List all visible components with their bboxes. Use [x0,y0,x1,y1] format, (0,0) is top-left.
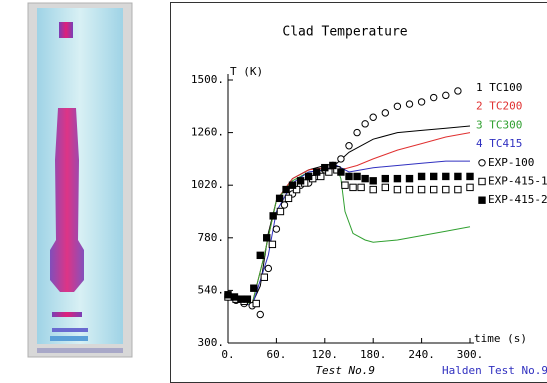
legend-marker [479,178,485,184]
marker [370,114,376,120]
marker [394,103,400,109]
y-tick-label: 1260. [191,126,224,139]
marker [370,186,376,192]
marker [330,162,336,168]
marker [283,186,289,192]
marker [455,186,461,192]
marker [231,294,237,300]
marker [406,186,412,192]
x-tick-label: 60. [266,348,286,361]
marker [281,202,287,208]
marker [431,94,437,100]
x-tick-label: 300. [457,348,484,361]
marker [362,175,368,181]
y-tick-label: 540. [198,283,225,296]
marker [443,173,449,179]
marker [251,285,257,291]
marker [354,129,360,135]
marker [467,173,473,179]
marker [297,178,303,184]
colormap-hot [52,312,82,317]
marker [257,252,263,258]
marker [322,164,328,170]
colormap-scale [37,348,123,353]
page: {"chart_data": {"type": "line", "title":… [0,0,547,383]
marker [350,184,356,190]
legend-marker [479,197,485,203]
legend-label: EXP-415-2 [488,193,547,206]
x-tick-label: 0. [221,348,234,361]
marker [455,173,461,179]
marker [382,184,388,190]
x-tick-label: 120. [312,348,339,361]
y-tick-label: 780. [198,231,225,244]
marker [261,274,267,280]
y-tick-label: 300. [198,336,225,349]
legend-label: EXP-100 [488,156,534,169]
marker [342,182,348,188]
marker [273,226,279,232]
marker [225,292,231,298]
marker [418,99,424,105]
chart-title: Clad Temperature [282,25,407,40]
marker [277,208,283,214]
marker [406,101,412,107]
marker [455,88,461,94]
screen: Clad Temperature T (K) time (s) Test No.… [0,0,547,383]
marker [285,195,291,201]
marker [382,175,388,181]
marker [443,186,449,192]
marker [238,296,244,302]
marker [346,173,352,179]
marker [338,156,344,162]
legend-label: 3 TC300 [476,118,522,131]
marker [362,121,368,127]
colormap-panel [28,3,132,357]
x-tick-label: 180. [360,348,387,361]
marker [467,184,473,190]
marker [257,311,263,317]
x-tick-label: 240. [408,348,435,361]
marker [276,195,282,201]
marker [346,143,352,149]
marker [431,186,437,192]
marker [382,110,388,116]
marker [270,213,276,219]
y-axis-label: T (K) [230,65,263,78]
marker [244,296,250,302]
colormap-band [52,328,88,332]
y-tick-label: 1500. [191,73,224,86]
marker [370,178,376,184]
legend-label: 1 TC100 [476,81,522,94]
marker [406,175,412,181]
legend-label: EXP-415-1 [488,175,547,188]
marker [394,175,400,181]
x-axis-label: time (s) [474,332,527,345]
marker [264,235,270,241]
marker [314,169,320,175]
marker [354,173,360,179]
colormap-band [50,336,88,341]
marker [265,265,271,271]
marker [338,169,344,175]
marker [418,173,424,179]
marker [418,186,424,192]
footer-right: Halden Test No.9 [442,364,547,377]
marker [431,173,437,179]
legend-label: 4 TC415 [476,137,522,150]
marker [289,182,295,188]
y-tick-label: 1020. [191,178,224,191]
marker [305,173,311,179]
marker [443,92,449,98]
marker [394,186,400,192]
marker [269,241,275,247]
marker [358,184,364,190]
colormap-image [37,8,123,344]
footer-left: Test No.9 [315,364,375,377]
legend-label: 2 TC200 [476,100,522,113]
marker [253,300,259,306]
colormap-hot [59,22,73,38]
legend-marker [479,160,485,166]
